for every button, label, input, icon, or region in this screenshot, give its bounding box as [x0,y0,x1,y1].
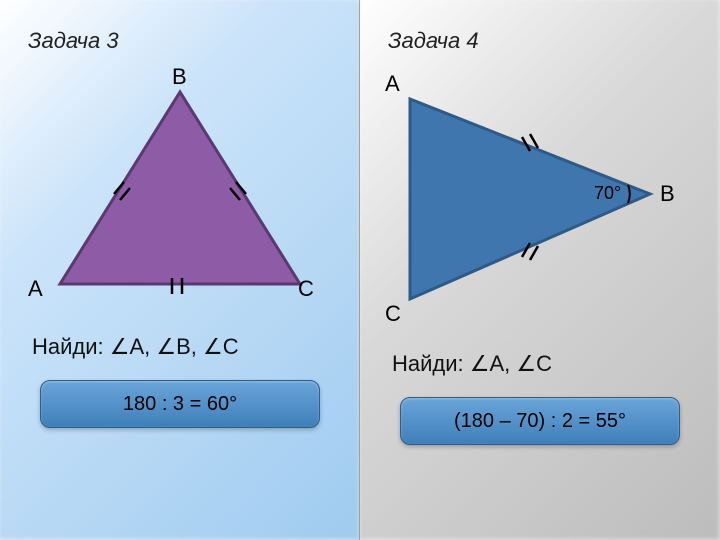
triangle-3-shape [60,92,300,284]
task-4-answer: (180 – 70) : 2 = 55° [400,397,680,445]
panel-task-3: Задача 3 А В С Найди: ∠А, ∠В, ∠С 180 : 3… [0,0,360,540]
vertex-4-a: А [385,71,400,97]
task-3-find: Найди: ∠А, ∠В, ∠С [32,334,339,360]
triangle-4-container: А В С 70° [380,89,680,329]
triangle-4-svg [380,89,680,329]
vertex-3-c: С [298,276,314,302]
task-4-find: Найди: ∠А, ∠С [392,351,700,377]
vertex-3-a: А [28,276,43,302]
task-3-title: Задача 3 [28,28,339,54]
task-3-answer: 180 : 3 = 60° [40,380,320,428]
task-4-title: Задача 4 [388,28,700,54]
angle-70-label: 70° [594,183,621,204]
vertex-4-c: С [385,301,401,327]
vertex-3-b: В [172,64,187,90]
triangle-3-container: А В С [20,84,340,314]
panel-task-4: Задача 4 А В С 70° Найди: ∠А, ∠С (180 – … [360,0,720,540]
vertex-4-b: В [660,181,675,207]
triangle-3-svg [20,84,340,314]
